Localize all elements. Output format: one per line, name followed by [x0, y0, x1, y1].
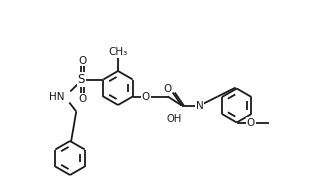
Text: O: O: [78, 56, 86, 66]
Text: O: O: [246, 117, 255, 128]
Text: N: N: [196, 100, 204, 111]
Text: OH: OH: [166, 113, 181, 124]
Text: O: O: [78, 94, 86, 104]
Text: S: S: [78, 73, 85, 86]
Text: CH₃: CH₃: [108, 47, 128, 57]
Text: O: O: [163, 83, 172, 94]
Text: HN: HN: [49, 91, 64, 101]
Text: O: O: [142, 91, 150, 101]
